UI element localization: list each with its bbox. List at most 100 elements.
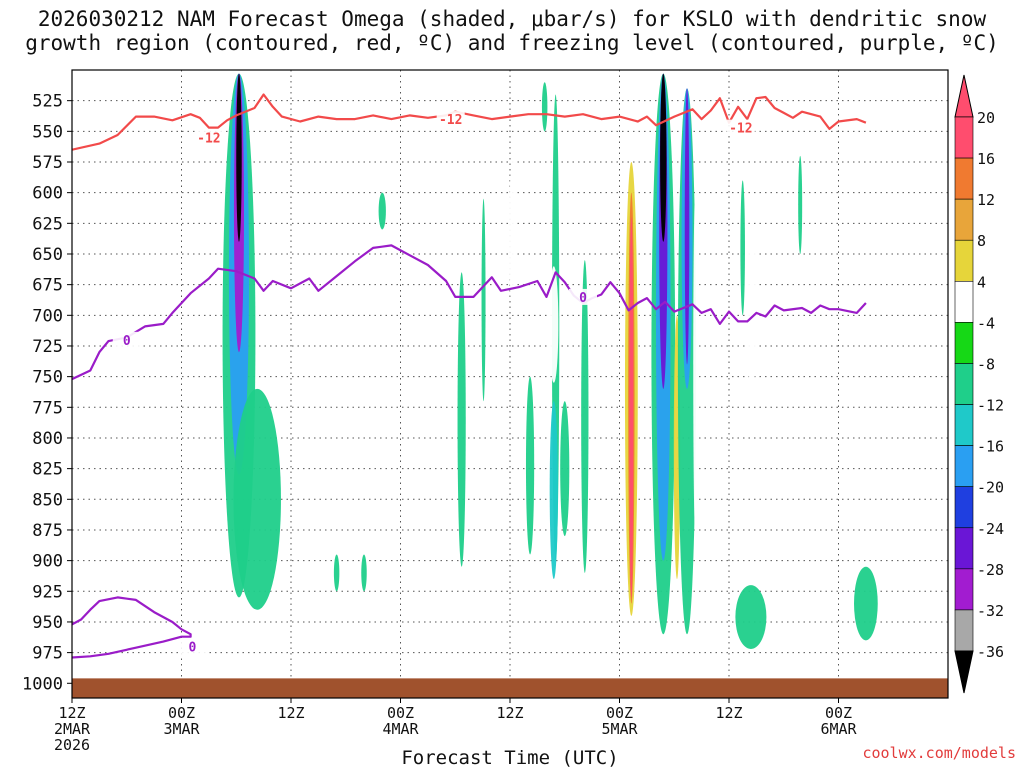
colorbar-swatch [954, 198, 974, 241]
y-tick-label: 750 [32, 368, 63, 388]
colorbar-swatch [954, 116, 974, 159]
omega-cell [361, 554, 367, 592]
omega-cell [333, 554, 340, 592]
colorbar-swatch [954, 239, 974, 282]
omega-cell [549, 401, 558, 580]
colorbar-swatch [954, 322, 974, 364]
omega-cell [481, 198, 486, 402]
colorbar-label: -16 [977, 438, 1004, 456]
y-tick-label: 625 [32, 214, 63, 234]
omega-cell [560, 401, 570, 537]
contour-label: 0 [189, 640, 197, 655]
y-tick-label: 1000 [22, 674, 63, 694]
omega-cell [541, 82, 548, 132]
chart-title-line-2: growth region (contoured, red, ºC) and f… [25, 31, 999, 55]
colorbar-swatch [954, 363, 974, 405]
colorbar-label: -20 [977, 479, 1004, 497]
omega-cell [693, 192, 698, 537]
y-tick-label: 575 [32, 153, 63, 173]
contour-line [72, 244, 867, 381]
x-tick-label: 2026 [54, 736, 90, 754]
y-tick-label: 650 [32, 245, 63, 265]
omega-cell [378, 192, 386, 230]
contour-label: -12 [197, 131, 220, 146]
omega-cell [660, 73, 667, 242]
omega-cell [509, 155, 517, 316]
y-tick-label: 700 [32, 306, 63, 326]
omega-cell [549, 266, 559, 383]
contour-label: -12 [439, 113, 462, 128]
x-tick-label: 00Z [168, 704, 195, 722]
x-tick-label: 4MAR [382, 720, 419, 738]
credit-text: coolwx.com/models [862, 744, 1016, 762]
colorbar-swatch [954, 486, 974, 529]
colorbar-label: -12 [977, 397, 1004, 415]
contour-label: -12 [729, 122, 752, 137]
colorbar-swatch [954, 157, 974, 200]
x-axis-label: Forecast Time (UTC) [401, 747, 618, 768]
x-tick-label: 5MAR [601, 720, 638, 738]
omega-cell [457, 272, 466, 567]
colorbar-swatch [954, 568, 974, 611]
colorbar-swatch [954, 445, 974, 487]
y-tick-label: 875 [32, 521, 63, 541]
y-axis: 525 550 575 600 625 650 675 700 725 750 775 800 825 8… [22, 92, 72, 694]
chart-title-line-1: 2026030212 NAM Forecast Omega (shaded, μ… [37, 7, 987, 31]
colorbar-top-arrow [954, 74, 974, 118]
colorbar-label: -4 [977, 314, 995, 332]
contour-line [72, 596, 192, 659]
omega-cell [525, 376, 535, 555]
omega-cell [233, 388, 281, 610]
terrain-fill [72, 678, 948, 698]
omega-shading [222, 73, 878, 649]
colorbar-label: 20 [977, 109, 995, 127]
omega-cell [740, 180, 745, 316]
contour-line [72, 93, 867, 151]
contour-label-bg [436, 111, 465, 128]
y-tick-label: 850 [32, 490, 63, 510]
colorbar-swatch [954, 609, 974, 652]
colorbar-swatch [954, 281, 974, 323]
contour-label: 0 [123, 334, 131, 349]
x-tick-label: 12Z [715, 704, 742, 722]
omega-cell [798, 155, 803, 254]
contour-label-bg [178, 638, 207, 655]
x-tick-label: 3MAR [163, 720, 200, 738]
terrain-ground [72, 678, 948, 698]
omega-cell [581, 260, 589, 573]
omega-cell [236, 73, 242, 242]
x-tick-label: 00Z [387, 704, 414, 722]
x-tick-label: 12Z [277, 704, 304, 722]
colorbar-label: -24 [977, 520, 1004, 538]
colorbar-label: -32 [977, 602, 1004, 620]
y-tick-label: 600 [32, 184, 63, 204]
colorbar-label: 16 [977, 150, 995, 168]
x-tick-label: 12Z [496, 704, 523, 722]
omega-cell [746, 217, 758, 389]
colorbar-label: -8 [977, 355, 995, 373]
grid-lines [72, 70, 948, 698]
colorbar-label: -36 [977, 643, 1004, 661]
y-tick-label: 525 [32, 92, 63, 112]
contour-label-bg [569, 288, 597, 305]
colorbar-swatch [954, 527, 974, 570]
omega-cell [629, 217, 634, 598]
x-tick-label: 6MAR [820, 720, 857, 738]
colorbar-swatch [954, 404, 974, 446]
colorbar-bottom-arrow [954, 650, 974, 694]
y-tick-label: 725 [32, 337, 63, 357]
contour-label: 0 [579, 291, 587, 306]
contour-label-bg [194, 129, 223, 146]
contour-lines: -12 -12 -12 0 0 0 [72, 93, 867, 659]
colorbar-label: -28 [977, 561, 1004, 579]
colorbar-label: 12 [977, 191, 995, 209]
contour-label-bg [112, 331, 141, 348]
omega-cell [684, 88, 690, 365]
y-tick-label: 550 [32, 122, 63, 142]
x-tick-label: 00Z [825, 704, 852, 722]
omega-cell [854, 566, 878, 641]
y-tick-label: 775 [32, 398, 63, 418]
omega-cell [735, 585, 767, 649]
